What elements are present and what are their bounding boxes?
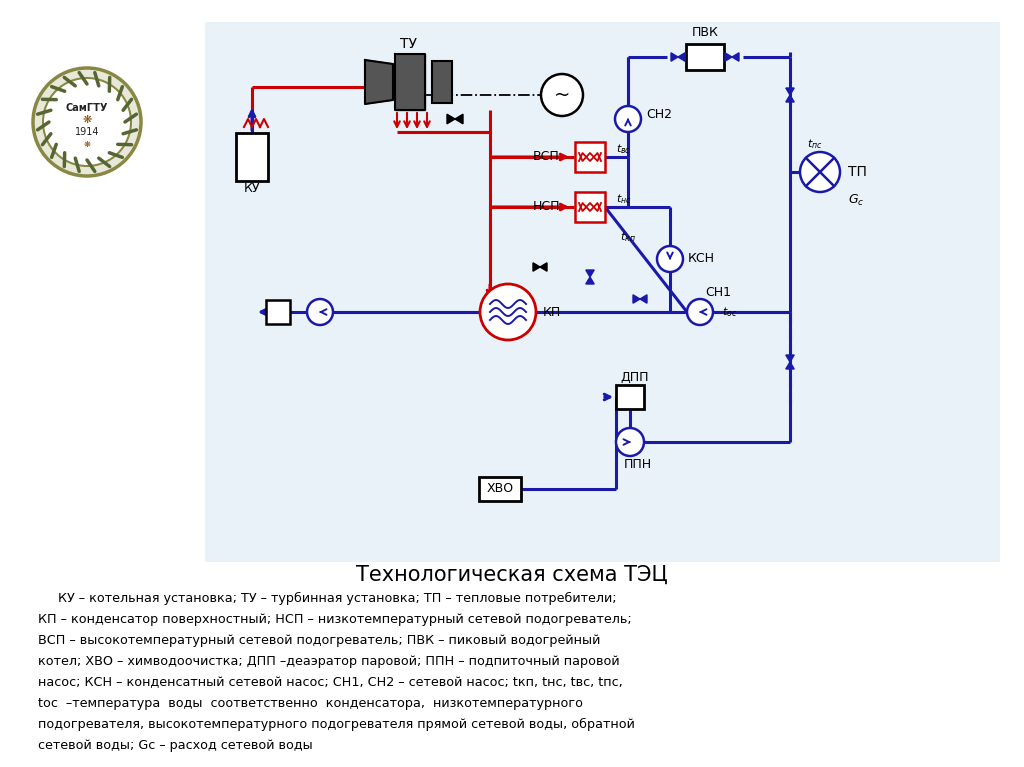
Text: СН2: СН2 xyxy=(646,107,672,120)
Bar xyxy=(479,477,521,501)
Text: ❋: ❋ xyxy=(82,115,92,125)
Bar xyxy=(575,192,605,222)
Text: $t_{вс}$: $t_{вс}$ xyxy=(616,142,631,156)
Bar xyxy=(432,61,452,103)
Text: СамГТУ: СамГТУ xyxy=(66,103,109,113)
Text: tос  –температура  воды  соответственно  конденсатора,  низкотемпературного: tос –температура воды соответственно кон… xyxy=(38,697,583,710)
Text: КСН: КСН xyxy=(688,252,715,265)
Text: ПВК: ПВК xyxy=(691,27,719,39)
Text: ВСП – высокотемпературный сетевой подогреватель; ПВК – пиковый водогрейный: ВСП – высокотемпературный сетевой подогр… xyxy=(38,634,600,647)
Text: 1914: 1914 xyxy=(75,127,99,137)
Polygon shape xyxy=(447,114,455,123)
Bar xyxy=(266,300,290,324)
Polygon shape xyxy=(785,95,795,102)
Polygon shape xyxy=(725,53,732,61)
Polygon shape xyxy=(455,114,463,123)
Text: $t_{ос}$: $t_{ос}$ xyxy=(722,305,737,319)
Text: ~: ~ xyxy=(554,85,570,104)
Text: ТУ: ТУ xyxy=(399,37,417,51)
Text: ВСП: ВСП xyxy=(534,150,560,163)
Circle shape xyxy=(33,68,141,176)
Text: КУ – котельная установка; ТУ – турбинная установка; ТП – тепловые потребители;: КУ – котельная установка; ТУ – турбинная… xyxy=(38,592,616,605)
Bar xyxy=(205,22,1000,562)
Text: $t_{пс}$: $t_{пс}$ xyxy=(807,137,823,151)
Polygon shape xyxy=(785,355,795,362)
Circle shape xyxy=(615,106,641,132)
Polygon shape xyxy=(586,277,594,284)
Circle shape xyxy=(657,246,683,272)
Polygon shape xyxy=(534,263,540,272)
Polygon shape xyxy=(732,53,739,61)
Circle shape xyxy=(616,428,644,456)
Text: котел; ХВО – химводоочистка; ДПП –деаэратор паровой; ППН – подпиточный паровой: котел; ХВО – химводоочистка; ДПП –деаэра… xyxy=(38,655,620,668)
Text: КП – конденсатор поверхностный; НСП – низкотемпературный сетевой подогреватель;: КП – конденсатор поверхностный; НСП – ни… xyxy=(38,613,632,626)
Text: $t_{кп}$: $t_{кп}$ xyxy=(621,230,636,244)
Bar xyxy=(616,385,644,409)
Text: $t_{нс}$: $t_{нс}$ xyxy=(616,192,632,206)
Bar xyxy=(236,133,268,181)
Text: НСП: НСП xyxy=(532,200,560,213)
Text: $G_c$: $G_c$ xyxy=(848,193,864,208)
Polygon shape xyxy=(633,295,640,303)
Text: СН1: СН1 xyxy=(705,285,731,298)
Polygon shape xyxy=(540,263,547,272)
Text: КУ: КУ xyxy=(244,183,260,196)
Bar xyxy=(686,44,724,70)
Polygon shape xyxy=(395,54,425,110)
Circle shape xyxy=(480,284,536,340)
Text: КП: КП xyxy=(543,305,561,318)
Text: насос; КСН – конденсатный сетевой насос; СН1, СН2 – сетевой насос; tкп, tнс, tвс: насос; КСН – конденсатный сетевой насос;… xyxy=(38,676,623,689)
Text: ППН: ППН xyxy=(624,457,652,470)
Text: Технологическая схема ТЭЦ: Технологическая схема ТЭЦ xyxy=(356,565,668,585)
Circle shape xyxy=(541,74,583,116)
Text: ХВО: ХВО xyxy=(486,482,514,495)
Polygon shape xyxy=(640,295,647,303)
Text: подогревателя, высокотемпературного подогревателя прямой сетевой воды, обратной: подогревателя, высокотемпературного подо… xyxy=(38,718,635,731)
Polygon shape xyxy=(785,362,795,369)
Polygon shape xyxy=(785,88,795,95)
Polygon shape xyxy=(671,53,678,61)
Text: ❋: ❋ xyxy=(84,140,90,149)
Text: ТП: ТП xyxy=(848,165,867,179)
Bar xyxy=(575,142,605,172)
Circle shape xyxy=(307,299,333,325)
Circle shape xyxy=(687,299,713,325)
Polygon shape xyxy=(365,60,393,104)
Polygon shape xyxy=(678,53,685,61)
Polygon shape xyxy=(586,270,594,277)
Text: сетевой воды; Gc – расход сетевой воды: сетевой воды; Gc – расход сетевой воды xyxy=(38,739,312,752)
Circle shape xyxy=(43,78,131,166)
Text: ДПП: ДПП xyxy=(621,370,649,384)
Circle shape xyxy=(800,152,840,192)
